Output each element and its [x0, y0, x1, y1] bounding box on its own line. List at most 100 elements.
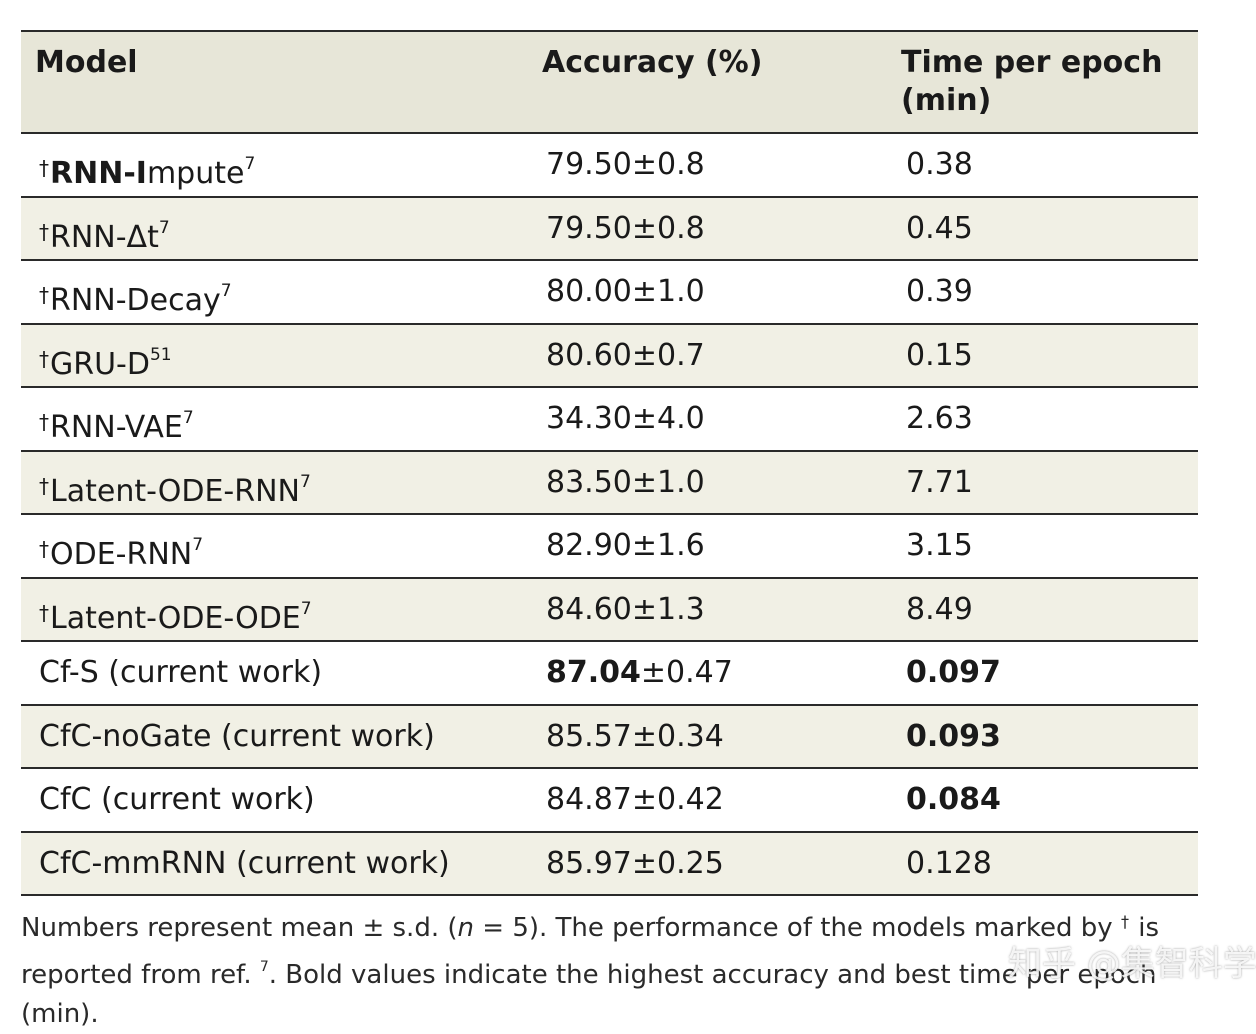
table-row: †Latent-ODE-RNN7 83.50±1.0 7.71 — [21, 451, 1198, 515]
accuracy-mean: 84.87 — [546, 782, 632, 817]
accuracy-mean: 34.30 — [546, 401, 632, 436]
table-header-row: Model Accuracy (%) Time per epoch (min) — [21, 32, 1198, 134]
time-per-epoch-cell: 0.093 — [906, 718, 1001, 754]
dagger-mark: † — [39, 156, 49, 180]
accuracy-mean: 84.60 — [546, 591, 632, 627]
time-per-epoch-cell: 8.49 — [906, 591, 973, 627]
reference-superscript: 51 — [149, 344, 172, 365]
table-footnote: Numbers represent mean ± s.d. (n = 5). T… — [21, 902, 1221, 1034]
accuracy-sd: ±0.47 — [640, 655, 733, 690]
table-row: CfC-mmRNN (current work) 85.97±0.25 0.128 — [21, 832, 1198, 896]
accuracy-cell: 85.97±0.25 — [546, 833, 724, 895]
watermark: 知乎 @集智科学家 — [1008, 944, 1256, 984]
dagger-mark: † — [39, 410, 49, 434]
table-row: †RNN-Decay7 80.00±1.0 0.39 — [21, 261, 1198, 325]
footnote-part1: Numbers represent mean ± s.d. ( — [21, 913, 458, 943]
accuracy-sd: ±1.0 — [631, 464, 705, 500]
accuracy-sd: ±4.0 — [631, 401, 705, 436]
footnote-ref: 7 — [259, 959, 269, 975]
reference-superscript: 7 — [300, 598, 312, 619]
time-per-epoch-cell: 0.39 — [906, 274, 973, 309]
time-per-epoch-cell: 0.128 — [906, 845, 992, 881]
model-cell: Cf-S (current work) — [39, 642, 322, 704]
table-row: †Latent-ODE-ODE7 84.60±1.3 8.49 — [21, 578, 1198, 642]
model-name: CfC (current work) — [39, 782, 315, 817]
accuracy-cell: 80.60±0.7 — [546, 325, 705, 387]
time-per-epoch-cell: 0.097 — [906, 655, 1001, 690]
accuracy-cell: 87.04±0.47 — [546, 642, 733, 704]
accuracy-sd: ±0.42 — [631, 782, 724, 817]
accuracy-sd: ±0.7 — [631, 337, 705, 373]
model-cell: †RNN-Δt7 — [39, 198, 170, 269]
dagger-mark: † — [39, 283, 49, 307]
table-row: CfC-noGate (current work) 85.57±0.34 0.093 — [21, 705, 1198, 769]
accuracy-cell: 80.00±1.0 — [546, 261, 705, 323]
accuracy-mean: 79.50 — [546, 210, 632, 246]
table-body: †RNN-Impute7 79.50±0.8 0.38 †RNN-Δt7 79.50±0… — [21, 134, 1198, 896]
time-per-epoch-cell: 7.71 — [906, 464, 973, 500]
accuracy-mean: 85.57 — [546, 718, 632, 754]
accuracy-mean: 80.00 — [546, 274, 632, 309]
model-name: RNN-VAE — [50, 410, 183, 445]
model-cell: †GRU-D51 — [39, 325, 172, 396]
reference-superscript: 7 — [299, 471, 311, 492]
accuracy-mean: 85.97 — [546, 845, 632, 881]
model-cell: †RNN-Impute7 — [39, 134, 255, 205]
model-name: mpute — [146, 156, 245, 191]
accuracy-cell: 79.50±0.8 — [546, 134, 705, 196]
model-cell: CfC (current work) — [39, 769, 315, 831]
model-name: Latent-ODE-RNN — [50, 473, 300, 509]
accuracy-sd: ±1.0 — [631, 274, 705, 309]
dagger-mark: † — [39, 473, 49, 498]
model-name: RNN-Δt — [50, 219, 159, 255]
model-cell: †RNN-Decay7 — [39, 261, 232, 332]
accuracy-cell: 34.30±4.0 — [546, 388, 705, 450]
accuracy-sd: ±0.8 — [631, 147, 705, 182]
accuracy-sd: ±1.3 — [631, 591, 705, 627]
dagger-mark: † — [39, 219, 49, 244]
model-name: Latent-ODE-ODE — [50, 600, 301, 636]
model-cell: †Latent-ODE-ODE7 — [39, 579, 312, 650]
dagger-mark: † — [39, 537, 49, 561]
accuracy-mean: 80.60 — [546, 337, 632, 373]
accuracy-cell: 85.57±0.34 — [546, 706, 724, 768]
time-per-epoch-cell: 3.15 — [906, 528, 973, 563]
model-name: CfC-mmRNN (current work) — [39, 845, 450, 881]
accuracy-mean: 83.50 — [546, 464, 632, 500]
footnote-part2: = 5). The performance of the models mark… — [474, 913, 1121, 943]
model-name: Cf-S (current work) — [39, 655, 323, 690]
accuracy-mean: 87.04 — [546, 655, 641, 690]
model-cell: CfC-mmRNN (current work) — [39, 833, 450, 895]
accuracy-mean: 82.90 — [546, 528, 632, 563]
model-name: ODE-RNN — [50, 537, 193, 572]
table-row: CfC (current work) 84.87±0.42 0.084 — [21, 769, 1198, 833]
footnote-n-variable: n — [457, 913, 474, 943]
time-per-epoch-cell: 0.38 — [906, 147, 973, 182]
time-per-epoch-cell: 0.45 — [906, 210, 973, 246]
reference-superscript: 7 — [182, 408, 194, 428]
accuracy-cell: 79.50±0.8 — [546, 198, 705, 260]
table-top-rule — [21, 30, 1198, 32]
time-per-epoch-cell: 2.63 — [906, 401, 973, 436]
table-row: †GRU-D51 80.60±0.7 0.15 — [21, 324, 1198, 388]
reference-superscript: 7 — [158, 217, 170, 238]
header-accuracy: Accuracy (%) — [542, 45, 763, 80]
accuracy-sd: ±1.6 — [631, 528, 705, 563]
header-time-per-epoch: Time per epoch (min) — [901, 44, 1181, 120]
accuracy-mean: 79.50 — [546, 147, 632, 182]
time-per-epoch-cell: 0.15 — [906, 337, 973, 373]
table-row: Cf-S (current work) 87.04±0.47 0.097 — [21, 642, 1198, 706]
dagger-mark: † — [39, 346, 49, 371]
table-row: †RNN-Impute7 79.50±0.8 0.38 — [21, 134, 1198, 198]
accuracy-cell: 84.60±1.3 — [546, 579, 705, 641]
table-row: †RNN-Δt7 79.50±0.8 0.45 — [21, 197, 1198, 261]
model-name-bold: RNN-I — [50, 156, 147, 191]
accuracy-sd: ±0.8 — [631, 210, 705, 246]
reference-superscript: 7 — [192, 535, 204, 555]
model-cell: CfC-noGate (current work) — [39, 706, 435, 768]
accuracy-cell: 82.90±1.6 — [546, 515, 705, 577]
reference-superscript: 7 — [220, 281, 232, 301]
model-name: CfC-noGate (current work) — [39, 718, 435, 754]
accuracy-sd: ±0.25 — [631, 845, 724, 881]
header-time-line1: Time per epoch — [901, 45, 1163, 80]
